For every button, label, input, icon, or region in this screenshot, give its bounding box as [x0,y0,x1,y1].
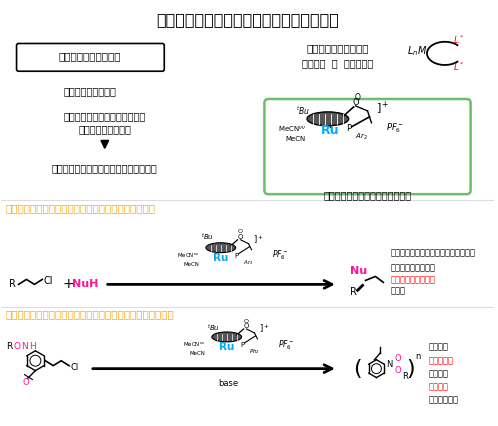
Text: R: R [5,343,12,351]
Text: O: O [22,378,29,387]
Ellipse shape [206,243,236,253]
Text: 面不斉錯体を利用した不斉触媒反応の開発: 面不斉錯体を利用した不斉触媒反応の開発 [156,12,339,27]
Text: MeCN: MeCN [189,351,205,356]
Text: 高位置及びエナンチオ選択的な不斉アリル位置換反応: 高位置及びエナンチオ選択的な不斉アリル位置換反応 [5,203,156,213]
Text: $]^+$: $]^+$ [375,101,389,118]
Text: +: + [62,277,74,291]
Text: 光学活性有機金属錯体: 光学活性有機金属錯体 [59,52,121,61]
Text: MeCN$^{\nu\nu}$: MeCN$^{\nu\nu}$ [278,124,306,134]
Text: $^tBu$: $^tBu$ [207,322,220,333]
Text: $Ph_2$: $Ph_2$ [249,347,259,356]
Text: Cl: Cl [70,363,78,372]
Text: $PF_6^-$: $PF_6^-$ [272,249,289,262]
Text: Ru: Ru [219,342,235,352]
Text: O: O [244,319,249,324]
Text: 高い反応性と選択性: 高い反応性と選択性 [390,275,435,284]
Text: P: P [235,253,239,259]
Text: $PF_6^-$: $PF_6^-$ [278,338,294,351]
Text: Nu: Nu [350,267,367,276]
Text: $Ar_2$: $Ar_2$ [243,258,253,267]
Text: P: P [346,124,351,133]
Text: (: ( [353,359,362,379]
Text: $^tBu$: $^tBu$ [296,105,310,117]
Text: N: N [386,360,393,369]
Text: MeCN: MeCN [183,262,199,267]
Text: N: N [21,343,28,351]
Text: O: O [394,366,401,375]
Text: $]^+$: $]^+$ [259,323,270,335]
Text: $L^*$: $L^*$ [453,61,465,73]
Text: O: O [13,343,20,351]
Text: O: O [238,229,243,234]
FancyBboxPatch shape [16,43,164,71]
Text: の制御に成功: の制御に成功 [429,395,459,404]
Text: $Ar_2$: $Ar_2$ [355,132,368,142]
Text: 面不斉シクロペンタジエニル錯体: 面不斉シクロペンタジエニル錯体 [323,190,411,200]
Text: を実現: を実現 [390,287,405,296]
Text: で主鎖の: で主鎖の [429,369,449,378]
Text: MeCN$^{\nu\nu}$: MeCN$^{\nu\nu}$ [177,251,199,260]
Text: MeCN$^{\nu\nu}$: MeCN$^{\nu\nu}$ [183,341,205,349]
Text: 金属錯体に特徴的な不斉構造を: 金属錯体に特徴的な不斉構造を [64,111,146,121]
Text: 不斉炭素: 不斉炭素 [429,382,449,391]
Text: ・温和な反応条件で: ・温和な反応条件で [390,263,435,272]
Text: O: O [244,323,249,329]
Text: $^tBu$: $^tBu$ [201,231,214,242]
Text: ・酸素、窒素、炭素求核剤に適用可能: ・酸素、窒素、炭素求核剤に適用可能 [390,248,475,257]
Text: base: base [219,379,239,388]
Text: H: H [29,343,36,351]
FancyBboxPatch shape [264,99,471,194]
Ellipse shape [307,112,349,126]
Text: O: O [355,92,361,101]
Text: 従来にない高い立体選択性が期待される: 従来にない高い立体選択性が期待される [52,164,158,173]
Text: $]^+$: $]^+$ [253,233,264,246]
Text: R: R [402,372,408,381]
Text: R: R [350,287,357,297]
Text: $L_nM$: $L_nM$ [407,44,427,58]
Text: $PF_6^-$: $PF_6^-$ [386,122,404,135]
Text: O: O [352,98,359,107]
Text: 不斉アリル位置換反応を利用した新規光学活性高分子の合成: 不斉アリル位置換反応を利用した新規光学活性高分子の合成 [5,309,174,319]
Text: 従来のキラル金属触媒: 従来のキラル金属触媒 [306,43,369,53]
Text: n: n [415,352,421,361]
Text: 金属錯体  ＋  不斉配位子: 金属錯体 ＋ 不斉配位子 [302,58,374,68]
Text: Ru: Ru [321,124,339,137]
Text: 高い選択性: 高い選択性 [429,356,454,365]
Text: 不斉触媒として重要: 不斉触媒として重要 [63,86,117,96]
Text: Ru: Ru [213,253,229,262]
Text: MeCN: MeCN [286,135,306,142]
Text: O: O [238,234,244,240]
Text: NuH: NuH [72,279,98,289]
Text: P: P [241,342,245,348]
Text: ): ) [406,359,414,379]
Text: Cl: Cl [43,276,53,286]
Text: $L^*$: $L^*$ [453,33,465,46]
Text: 活用した新しい触媒: 活用した新しい触媒 [78,124,131,134]
Text: O: O [394,354,401,363]
Text: ・非常に: ・非常に [429,343,449,351]
Text: R: R [8,279,15,289]
Ellipse shape [212,332,242,342]
